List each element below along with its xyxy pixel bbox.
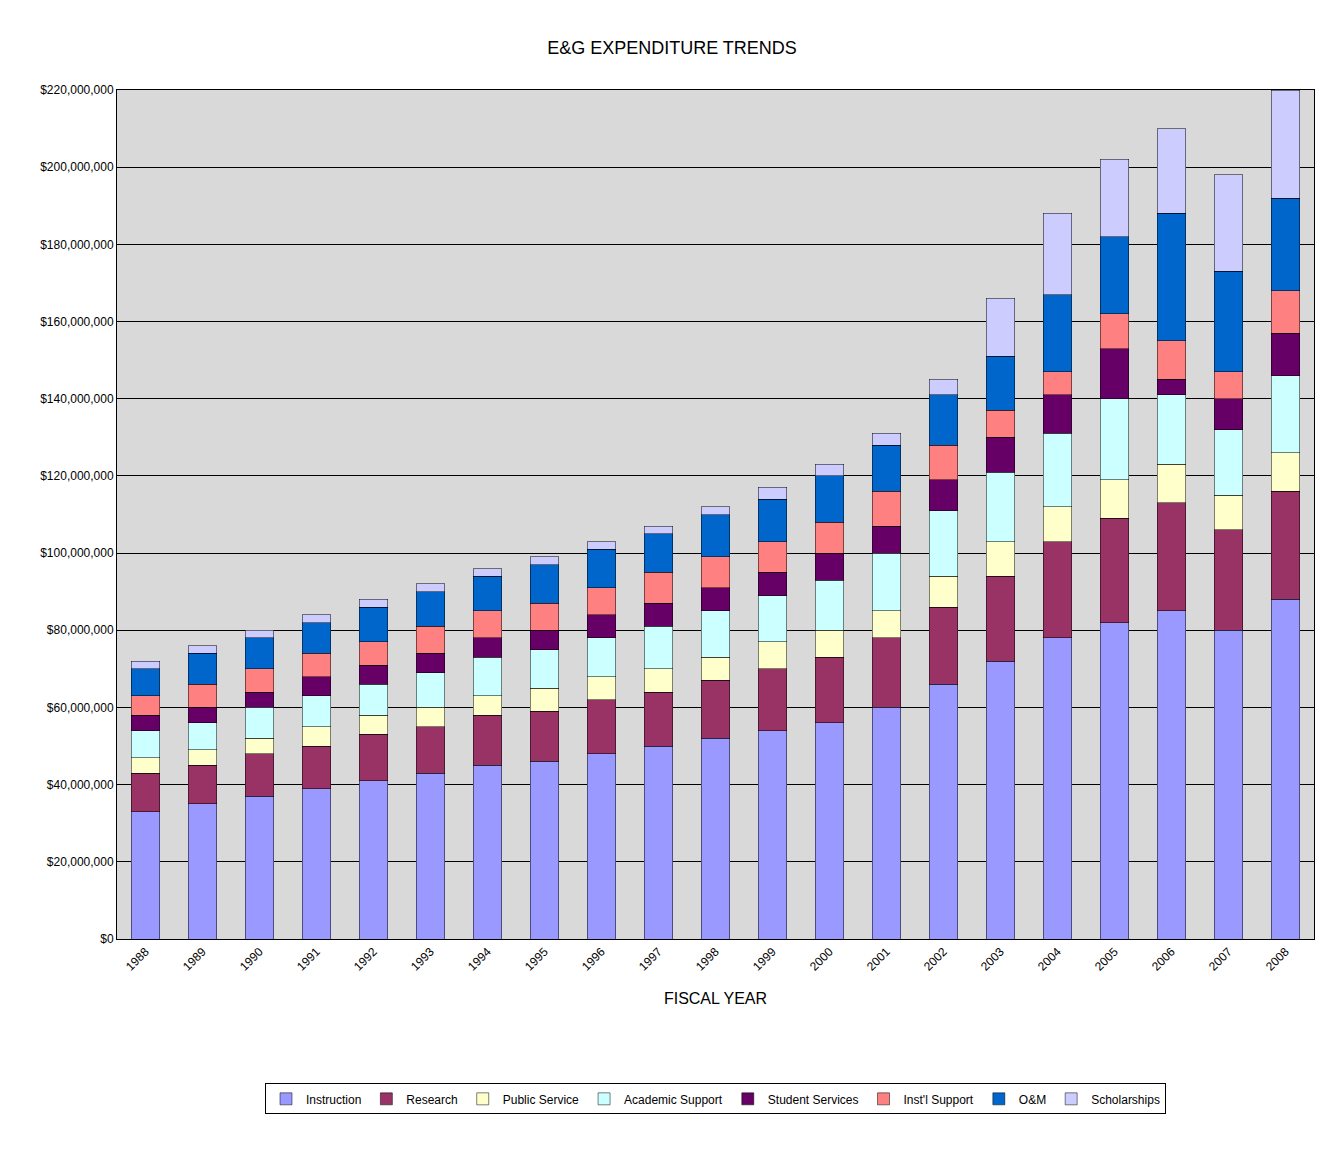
svg-text:2004: 2004 [1035,945,1064,974]
svg-text:$20,000,000: $20,000,000 [47,855,114,869]
svg-text:1989: 1989 [180,945,209,974]
svg-text:2003: 2003 [978,945,1007,974]
svg-text:$80,000,000: $80,000,000 [47,623,114,637]
svg-text:$40,000,000: $40,000,000 [47,778,114,792]
svg-text:2005: 2005 [1092,945,1121,974]
svg-text:$160,000,000: $160,000,000 [40,315,114,329]
svg-text:2001: 2001 [864,945,893,974]
svg-text:1997: 1997 [636,945,665,974]
svg-text:2006: 2006 [1149,945,1178,974]
svg-text:Public Service: Public Service [503,1093,579,1107]
svg-text:FISCAL YEAR: FISCAL YEAR [664,990,767,1007]
svg-text:Scholarships: Scholarships [1091,1093,1160,1107]
svg-text:1993: 1993 [408,945,437,974]
svg-text:1998: 1998 [693,945,722,974]
svg-text:$200,000,000: $200,000,000 [40,160,114,174]
svg-text:2007: 2007 [1206,945,1235,974]
svg-text:Inst'l Support: Inst'l Support [904,1093,974,1107]
svg-text:1991: 1991 [294,945,323,974]
svg-text:1994: 1994 [465,945,494,974]
svg-text:1996: 1996 [579,945,608,974]
svg-text:$180,000,000: $180,000,000 [40,238,114,252]
svg-text:1999: 1999 [750,945,779,974]
svg-text:$100,000,000: $100,000,000 [40,546,114,560]
svg-text:$120,000,000: $120,000,000 [40,469,114,483]
svg-text:Student Services: Student Services [768,1093,859,1107]
svg-text:$140,000,000: $140,000,000 [40,392,114,406]
svg-text:1990: 1990 [237,945,266,974]
svg-text:2002: 2002 [921,945,950,974]
svg-text:O&M: O&M [1019,1093,1046,1107]
svg-text:Instruction: Instruction [306,1093,361,1107]
svg-text:$0: $0 [100,932,114,946]
svg-text:Academic Support: Academic Support [624,1093,723,1107]
svg-text:1988: 1988 [123,945,152,974]
svg-text:1992: 1992 [351,945,380,974]
svg-text:1995: 1995 [522,945,551,974]
svg-text:Research: Research [406,1093,457,1107]
svg-text:2008: 2008 [1263,945,1292,974]
svg-text:2000: 2000 [807,945,836,974]
svg-text:$60,000,000: $60,000,000 [47,701,114,715]
svg-text:$220,000,000: $220,000,000 [40,83,114,97]
svg-text:E&G EXPENDITURE TRENDS: E&G EXPENDITURE TRENDS [547,38,797,58]
